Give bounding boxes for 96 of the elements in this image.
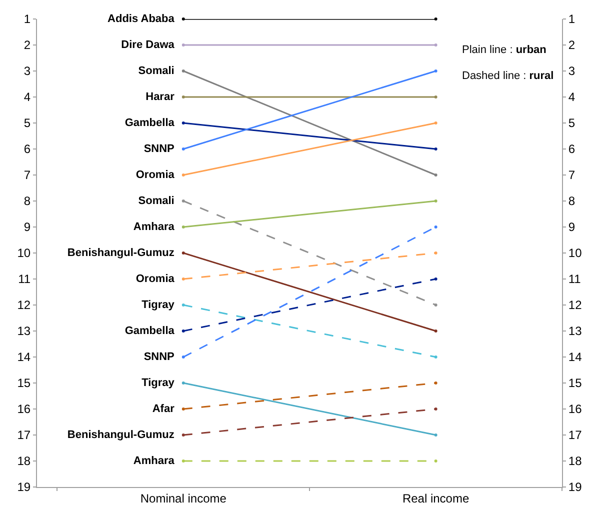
y-tick-label: 5 [24,116,31,130]
y-tick-label: 7 [24,168,31,182]
series-label: Benishangul-Gumuz [67,428,175,441]
point [182,434,185,436]
series-label: Addis Ababa [108,12,176,25]
point [182,122,185,124]
y2-tick-label: 16 [568,402,582,416]
point [182,304,185,306]
y-tick-label: 19 [17,480,31,494]
point [182,330,185,332]
y2-tick-label: 11 [568,272,582,286]
y2-tick-label: 7 [568,168,576,182]
point [434,226,438,228]
series-label: Oromia [136,168,176,181]
y2-tick-label: 10 [568,246,582,260]
y2-tick-label: 18 [568,454,582,468]
point [182,278,185,280]
point [434,382,438,384]
series-label: Harar [146,90,176,103]
point [434,200,438,202]
y-tick-label: 10 [17,246,31,260]
y-tick-label: 18 [17,454,31,468]
y2-tick-label: 15 [568,376,582,390]
point [182,252,185,254]
y-tick-label: 6 [24,142,31,156]
point [182,200,185,202]
point [434,408,438,410]
y-tick-label: 3 [24,64,31,78]
y-tick-label: 2 [24,38,31,52]
x-tick-label: Nominal income [140,491,227,506]
series-label: Somali [138,194,174,207]
point [182,408,185,410]
series-label: Gambella [124,324,176,337]
point [434,252,438,254]
point [182,148,185,150]
y-tick-label: 15 [17,376,31,390]
y-tick-label: 8 [24,194,31,208]
annotation: Plain line : urban [462,44,547,56]
series-label: SNNP [144,350,174,363]
point [182,44,185,46]
y2-tick-label: 13 [568,324,582,338]
point [182,174,185,176]
point [434,44,438,46]
series-label: Amhara [133,220,176,233]
y-tick-label: 4 [24,90,31,104]
point [434,148,438,150]
point [182,226,185,228]
annotation: Dashed line : rural [462,70,554,82]
y2-tick-label: 3 [568,64,576,78]
y2-tick-label: 2 [568,38,576,52]
point [434,278,438,280]
y2-tick-label: 17 [568,428,582,442]
y-tick-label: 16 [17,402,31,416]
point [182,382,185,384]
y2-tick-label: 12 [568,298,582,312]
point [434,70,438,72]
y2-tick-label: 5 [568,116,576,130]
y2-tick-label: 8 [568,194,576,208]
point [434,304,438,306]
series-label: SNNP [144,142,174,155]
point [434,460,438,462]
point [434,96,438,98]
y-tick-label: 11 [18,272,31,286]
y2-tick-label: 4 [568,90,576,104]
y-tick-label: 17 [17,428,31,442]
series-label: Tigray [142,298,176,311]
point [182,18,185,20]
y2-tick-label: 1 [568,12,576,26]
series-label: Gambella [124,116,176,129]
y2-tick-label: 6 [568,142,576,156]
point [434,122,438,124]
series-label: Benishangul-Gumuz [67,246,175,259]
series-label: Tigray [142,376,176,389]
point [434,330,438,332]
point [182,356,185,358]
point [434,434,438,436]
y2-tick-label: 9 [568,220,576,234]
series-label: Amhara [133,454,176,467]
y2-tick-label: 14 [568,350,582,364]
x-tick-label: Real income [402,491,470,506]
point [182,96,185,98]
y-tick-label: 9 [24,220,31,234]
y-tick-label: 1 [24,12,31,26]
point [434,174,438,176]
point [182,70,185,72]
series-label: Somali [138,64,174,77]
series-label: Dire Dawa [121,38,176,51]
y-tick-label: 12 [17,298,31,312]
series-label: Oromia [136,272,176,285]
y2-tick-label: 19 [568,480,582,494]
y-tick-label: 14 [17,350,31,364]
point [434,356,438,358]
point [434,18,438,20]
series-label: Afar [152,402,176,415]
point [182,460,185,462]
y-tick-label: 13 [17,324,31,338]
